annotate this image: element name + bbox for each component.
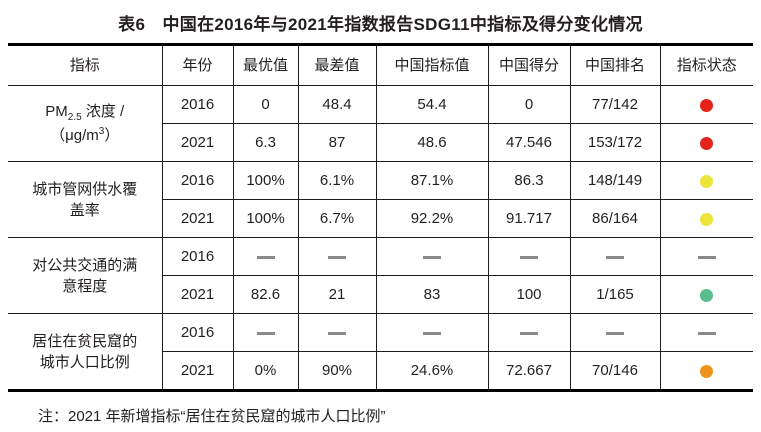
cell-china-score: 100 — [487, 275, 571, 314]
cell-china-indicator-value: 83 — [375, 275, 489, 314]
column-header-4: 最差值 — [297, 44, 377, 86]
cell-china-score — [487, 237, 571, 276]
cell-best-value: 100% — [232, 161, 299, 200]
status-dot-orange — [700, 364, 714, 378]
cell-best-value: 6.3 — [232, 123, 299, 162]
cell-china-indicator-value: 92.2% — [375, 199, 489, 238]
cell-china-score: 0 — [487, 85, 571, 124]
cell-china-score: 86.3 — [487, 161, 571, 200]
no-data-dash — [328, 255, 346, 259]
column-header-7: 中国排名 — [569, 44, 661, 86]
cell-indicator-status — [659, 275, 753, 314]
no-data-dash — [606, 255, 624, 259]
no-data-dash — [256, 331, 275, 335]
no-data-dash — [606, 331, 624, 335]
cell-best-value: 0 — [232, 85, 299, 124]
column-header-5: 中国指标值 — [375, 44, 489, 86]
cell-indicator-status — [659, 313, 753, 352]
cell-china-score: 91.717 — [487, 199, 571, 238]
cell-year: 2016 — [161, 161, 234, 200]
cell-best-value — [232, 237, 299, 276]
table-row: PM2.5 浓度 / （μg/m3） 2016 0 48.4 54.4 0 77/142 — [8, 85, 753, 162]
cell-china-rank: 77/142 — [569, 85, 661, 124]
cell-best-value: 82.6 — [232, 275, 299, 314]
no-data-dash — [697, 255, 716, 259]
no-data-dash — [328, 331, 346, 335]
table-row: 城市管网供水覆 盖率 2016 100% 6.1% 87.1% 86.3 148/149 — [8, 161, 753, 238]
cell-china-rank — [569, 313, 661, 352]
cell-indicator-status — [659, 123, 753, 162]
cell-indicator-status — [659, 351, 753, 391]
table-body: PM2.5 浓度 / （μg/m3） 2016 0 48.4 54.4 0 77/142 202… — [8, 85, 753, 391]
no-data-dash — [697, 331, 716, 335]
cell-china-indicator-value: 48.6 — [375, 123, 489, 162]
column-header-1: 指标 — [8, 44, 163, 86]
column-header-3: 最优值 — [232, 44, 299, 86]
cell-china-rank: 1/165 — [569, 275, 661, 314]
cell-china-rank: 153/172 — [569, 123, 661, 162]
cell-worst-value: 21 — [297, 275, 377, 314]
indicator-name: 城市管网供水覆 盖率 — [8, 161, 163, 238]
status-dot-yellow — [700, 212, 714, 226]
cell-worst-value: 87 — [297, 123, 377, 162]
cell-year: 2021 — [162, 199, 234, 238]
no-data-dash — [256, 255, 275, 259]
header-row: 指标 年份 最优值 最差值 中国指标值 中国得分 中国排名 指标状态 — [8, 44, 753, 86]
cell-indicator-status — [659, 199, 753, 238]
cell-worst-value: 48.4 — [297, 85, 377, 124]
cell-year: 2021 — [162, 275, 234, 314]
cell-china-score — [487, 313, 571, 352]
indicator-name: 对公共交通的满 意程度 — [8, 237, 163, 314]
cell-worst-value — [297, 313, 377, 352]
cell-year: 2021 — [162, 351, 234, 391]
cell-china-indicator-value: 24.6% — [375, 351, 489, 391]
cell-worst-value: 6.1% — [297, 161, 377, 200]
sdg11-indicators-table: 指标 年份 最优值 最差值 中国指标值 中国得分 中国排名 指标状态 PM2.5 浓度 / （μ… — [8, 43, 753, 392]
cell-indicator-status — [659, 85, 753, 124]
cell-indicator-status — [659, 237, 753, 276]
cell-best-value — [232, 313, 299, 352]
no-data-dash — [423, 255, 441, 259]
indicator-name: 居住在贫民窟的 城市人口比例 — [8, 313, 163, 391]
no-data-dash — [520, 255, 538, 259]
cell-worst-value: 90% — [297, 351, 377, 391]
cell-china-indicator-value — [375, 313, 489, 352]
cell-year: 2021 — [162, 123, 234, 162]
cell-year: 2016 — [161, 237, 234, 276]
no-data-dash — [520, 331, 538, 335]
indicator-name: PM2.5 浓度 / （μg/m3） — [8, 85, 163, 162]
cell-year: 2016 — [161, 85, 234, 124]
table-row: 2021 100% 6.7% 92.2% 91.717 86/164 — [8, 199, 753, 238]
cell-china-score: 47.546 — [487, 123, 571, 162]
cell-best-value: 100% — [232, 199, 299, 238]
table-row: 2021 0% 90% 24.6% 72.667 70/146 — [8, 351, 753, 391]
cell-best-value: 0% — [232, 351, 299, 391]
cell-china-indicator-value — [375, 237, 489, 276]
cell-indicator-status — [659, 161, 753, 200]
footnote: 注：2021 年新增指标“居住在贫民窟的城市人口比例” — [38, 408, 386, 425]
cell-china-rank: 70/146 — [569, 351, 661, 391]
cell-worst-value — [297, 237, 377, 276]
cell-year: 2016 — [161, 313, 234, 352]
cell-china-rank — [569, 237, 661, 276]
column-header-2: 年份 — [161, 44, 234, 86]
cell-china-indicator-value: 87.1% — [375, 161, 489, 200]
cell-china-score: 72.667 — [487, 351, 571, 391]
status-dot-red — [700, 136, 714, 150]
status-dot-green — [700, 288, 714, 302]
no-data-dash — [423, 331, 441, 335]
status-dot-yellow — [700, 174, 714, 188]
table-row: 居住在贫民窟的 城市人口比例 2016 — [8, 313, 753, 391]
status-dot-red — [700, 98, 714, 112]
cell-worst-value: 6.7% — [297, 199, 377, 238]
cell-china-rank: 148/149 — [569, 161, 661, 200]
cell-china-rank: 86/164 — [569, 199, 661, 238]
cell-china-indicator-value: 54.4 — [375, 85, 489, 124]
column-header-6: 中国得分 — [487, 44, 571, 86]
column-header-8: 指标状态 — [659, 44, 753, 86]
table-row: 对公共交通的满 意程度 2016 — [8, 237, 753, 314]
table-title: 表6 中国在2016年与2021年指数报告SDG11中指标及得分变化情况 — [118, 15, 643, 34]
